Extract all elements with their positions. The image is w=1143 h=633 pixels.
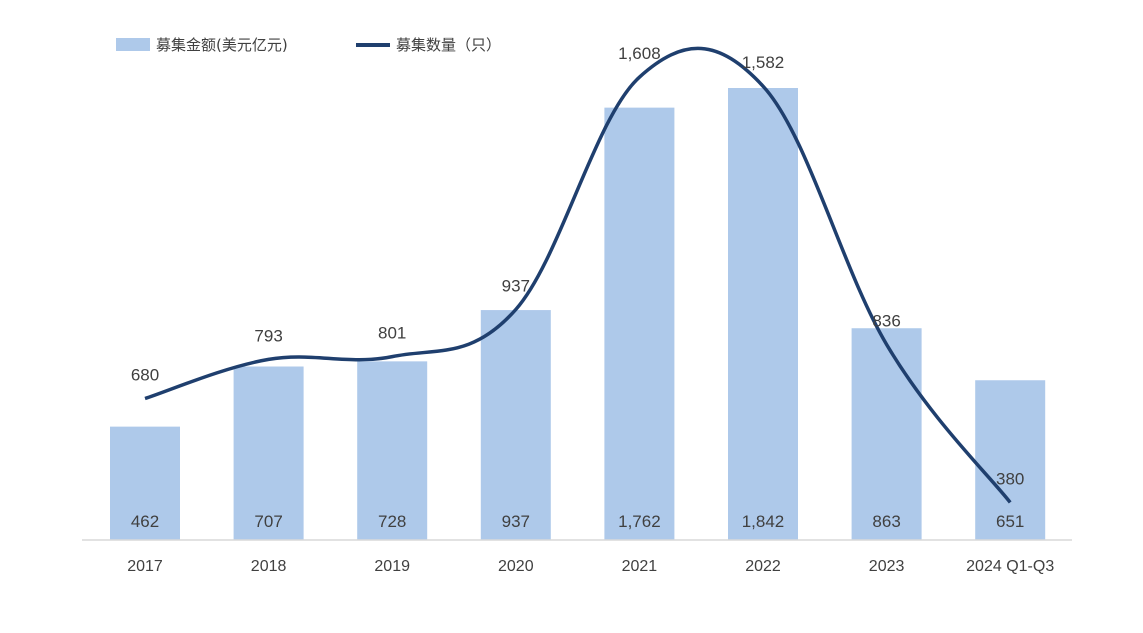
- line-value-label: 801: [378, 324, 406, 343]
- line-value-label: 380: [996, 469, 1024, 488]
- bar-2024-Q1-Q3: [975, 380, 1046, 540]
- x-tick-labels: 2017 2018 2019 2020 2021 2022 2023 2024 Q1-Q3: [127, 558, 1054, 575]
- x-tick-label: 2021: [622, 558, 658, 575]
- line-value-label: 1,608: [618, 44, 661, 63]
- bar-value-label: 707: [254, 512, 282, 531]
- bar-value-label: 937: [502, 512, 530, 531]
- bar-2019: [357, 361, 428, 540]
- x-tick-label: 2019: [374, 558, 410, 575]
- x-tick-label: 2020: [498, 558, 534, 575]
- x-tick-label: 2024 Q1-Q3: [966, 558, 1054, 575]
- x-tick-label: 2023: [869, 558, 905, 575]
- x-tick-label: 2017: [127, 558, 163, 575]
- legend-label-bar: 募集金额(美元亿元): [156, 36, 288, 54]
- series-line-count: [144, 46, 1012, 504]
- bar-value-label: 1,762: [618, 512, 661, 531]
- bar-2022: [728, 88, 798, 540]
- bar-2018: [233, 366, 304, 540]
- bar-labels-group: 462 707 728 937 1,762 1,842 863 651: [131, 512, 1025, 531]
- bar-2020: [480, 310, 551, 540]
- bars-group: [110, 88, 1046, 541]
- x-tick-label: 2018: [251, 558, 287, 575]
- line-value-label: 1,582: [742, 53, 785, 72]
- bar-2021: [604, 107, 675, 541]
- bar-2017: [110, 426, 180, 540]
- line-labels-group: 680 793 801 937 1,608 1,582 836 380: [131, 44, 1025, 488]
- legend-swatch-bar: [116, 38, 150, 51]
- bar-value-label: 728: [378, 512, 406, 531]
- x-tick-label: 2022: [745, 558, 781, 575]
- line-value-label: 793: [254, 326, 282, 345]
- line-value-label: 680: [131, 366, 159, 385]
- bar-value-label: 1,842: [742, 512, 785, 531]
- line-value-label: 836: [872, 311, 900, 330]
- legend-label-line: 募集数量（只）: [396, 36, 501, 54]
- bar-value-label: 863: [872, 512, 900, 531]
- bar-2023: [851, 328, 922, 540]
- bar-value-label: 651: [996, 512, 1024, 531]
- bar-value-label: 462: [131, 512, 159, 531]
- line-value-label: 937: [502, 277, 530, 296]
- legend: 募集金额(美元亿元) 募集数量（只）: [116, 36, 501, 54]
